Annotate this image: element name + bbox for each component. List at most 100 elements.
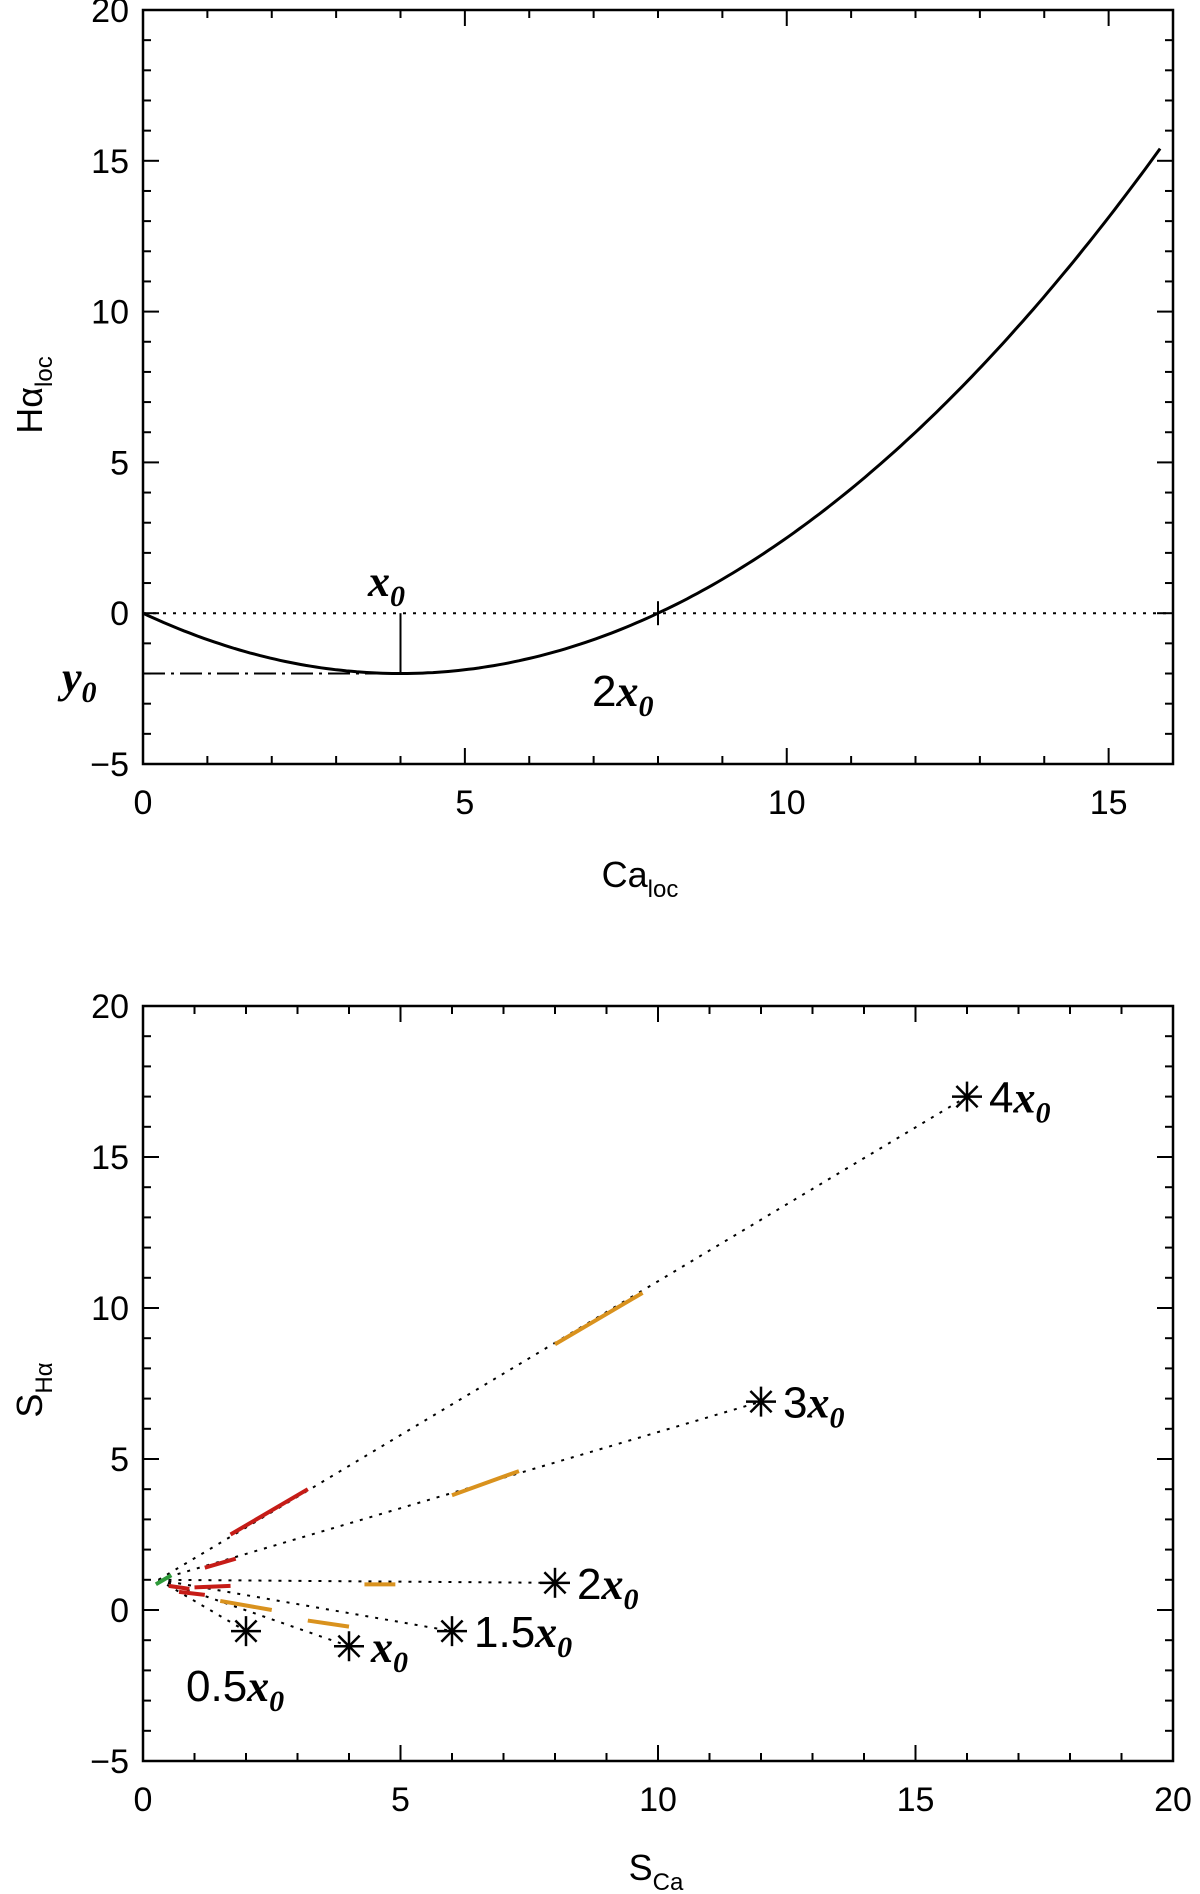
point-label-prefix: 4: [989, 1074, 1013, 1123]
top-x-tick-label: 0: [134, 784, 153, 822]
colored-segment: [307, 1618, 350, 1629]
bottom-y-axis-title: SHα: [9, 1362, 58, 1417]
top-x-axis-title-base: Ca: [602, 854, 649, 895]
top-x-tick-label: 10: [768, 784, 806, 822]
annotation-y0-sub: 0: [82, 676, 97, 709]
top-panel-ticks: [142, 9, 1174, 765]
top-y-tick-label: 10: [91, 294, 129, 332]
point-label-sub: 0: [269, 1685, 284, 1718]
colored-segment: [451, 1469, 520, 1498]
bottom-panel-ticks: [142, 1005, 1174, 1762]
dotted-trajectory: [157, 1578, 247, 1633]
top-y-tick-label: 20: [91, 0, 129, 30]
bottom-x-axis-title: SCa: [629, 1847, 684, 1894]
asterisk-stroke: [749, 1390, 773, 1414]
point-label: 1.5x0: [474, 1608, 572, 1664]
annotation-2x0-sub: 0: [638, 690, 653, 723]
bottom-y-tick-label: 20: [91, 988, 129, 1026]
asterisk-stroke: [234, 1619, 258, 1643]
point-label: 2x0: [577, 1560, 638, 1616]
top-y-tick-label: 5: [110, 444, 129, 482]
top-panel-frame: [141, 8, 1175, 766]
asterisk-marker: [437, 1616, 467, 1647]
dotted-trajectory-lines: [157, 1095, 968, 1648]
point-label-base: x: [370, 1623, 393, 1672]
colored-segment: [178, 1589, 206, 1597]
point-label-sub: 0: [1035, 1097, 1050, 1130]
colored-segment: [204, 1556, 237, 1570]
top-y-axis-title-sub: loc: [31, 356, 58, 387]
colored-segment: [168, 1583, 190, 1591]
point-label-sub: 0: [557, 1631, 572, 1664]
annotation-2x0-base: x: [615, 667, 638, 716]
point-label-prefix: 3: [783, 1379, 807, 1428]
asterisk-marker: [952, 1081, 982, 1112]
annotation-x0-base: x: [367, 557, 390, 606]
bottom-y-axis-title-base: S: [9, 1394, 50, 1418]
colored-segments: [154, 1291, 644, 1629]
dotted-trajectory: [158, 1578, 350, 1648]
parabola-curve: [142, 147, 1162, 675]
bottom-y-tick-label: 10: [91, 1290, 129, 1328]
asterisk-marker: [334, 1631, 364, 1662]
dotted-trajectory: [158, 1578, 556, 1584]
colored-segment: [194, 1583, 231, 1590]
annotation-2x0-prefix: 2: [592, 667, 616, 716]
bottom-x-axis-title-base: S: [629, 1847, 653, 1888]
top-x-axis-title: Caloc: [602, 854, 679, 903]
colored-segment: [229, 1487, 309, 1537]
asterisk-marker: [540, 1567, 570, 1598]
top-y-tick-label: 15: [91, 143, 129, 181]
point-label-base: x: [600, 1560, 623, 1609]
asterisk-marker: [746, 1386, 776, 1417]
point-label-sub: 0: [393, 1646, 408, 1679]
point-label-base: x: [534, 1608, 557, 1657]
point-label-prefix: 0.5: [186, 1662, 247, 1711]
asterisk-markers: [231, 1081, 982, 1662]
top-x-tick-label: 15: [1090, 784, 1128, 822]
colored-segment: [219, 1598, 273, 1612]
bottom-x-tick-label: 15: [897, 1781, 935, 1819]
bottom-y-tick-label: −5: [90, 1743, 129, 1781]
asterisk-stroke: [543, 1571, 567, 1595]
point-label-base: x: [806, 1379, 829, 1428]
bottom-y-tick-label: 0: [110, 1592, 129, 1630]
bottom-x-tick-label: 20: [1154, 1781, 1192, 1819]
bottom-x-axis-title-sub: Ca: [653, 1869, 684, 1894]
top-y-tick-label: 0: [110, 595, 129, 633]
point-label-prefix: 2: [577, 1560, 601, 1609]
colored-segment: [154, 1573, 173, 1587]
bottom-y-tick-label: 15: [91, 1139, 129, 1177]
asterisk-stroke: [440, 1619, 464, 1643]
bottom-y-tick-label: 5: [110, 1441, 129, 1479]
bottom-x-tick-label: 10: [639, 1781, 677, 1819]
asterisk-stroke: [337, 1634, 361, 1658]
point-label: 4x0: [989, 1074, 1050, 1130]
bottom-x-tick-label: 0: [134, 1781, 153, 1819]
asterisk-marker: [231, 1616, 261, 1647]
top-x-tick-label: 5: [455, 784, 474, 822]
point-label-base: x: [1012, 1074, 1035, 1123]
point-label-base: x: [246, 1662, 269, 1711]
annotation-2x0: 2x0: [592, 667, 653, 723]
point-label: 0.5x0: [186, 1662, 284, 1718]
top-y-axis-title: Hαloc: [9, 356, 58, 434]
bottom-y-axis-title-sub: Hα: [31, 1362, 58, 1393]
top-x-axis-title-sub: loc: [648, 876, 679, 903]
point-label: x0: [370, 1623, 408, 1679]
top-y-axis-title-base: Hα: [9, 387, 50, 434]
colored-segment: [553, 1291, 644, 1346]
asterisk-stroke: [955, 1085, 979, 1109]
annotation-x0-sub: 0: [390, 580, 405, 613]
top-y-tick-label: −5: [90, 746, 129, 784]
annotation-x0: x0: [367, 557, 405, 613]
point-label-sub: 0: [623, 1583, 638, 1616]
bottom-x-tick-label: 5: [391, 1781, 410, 1819]
point-label-sub: 0: [829, 1402, 844, 1435]
point-label: 3x0: [783, 1379, 844, 1435]
